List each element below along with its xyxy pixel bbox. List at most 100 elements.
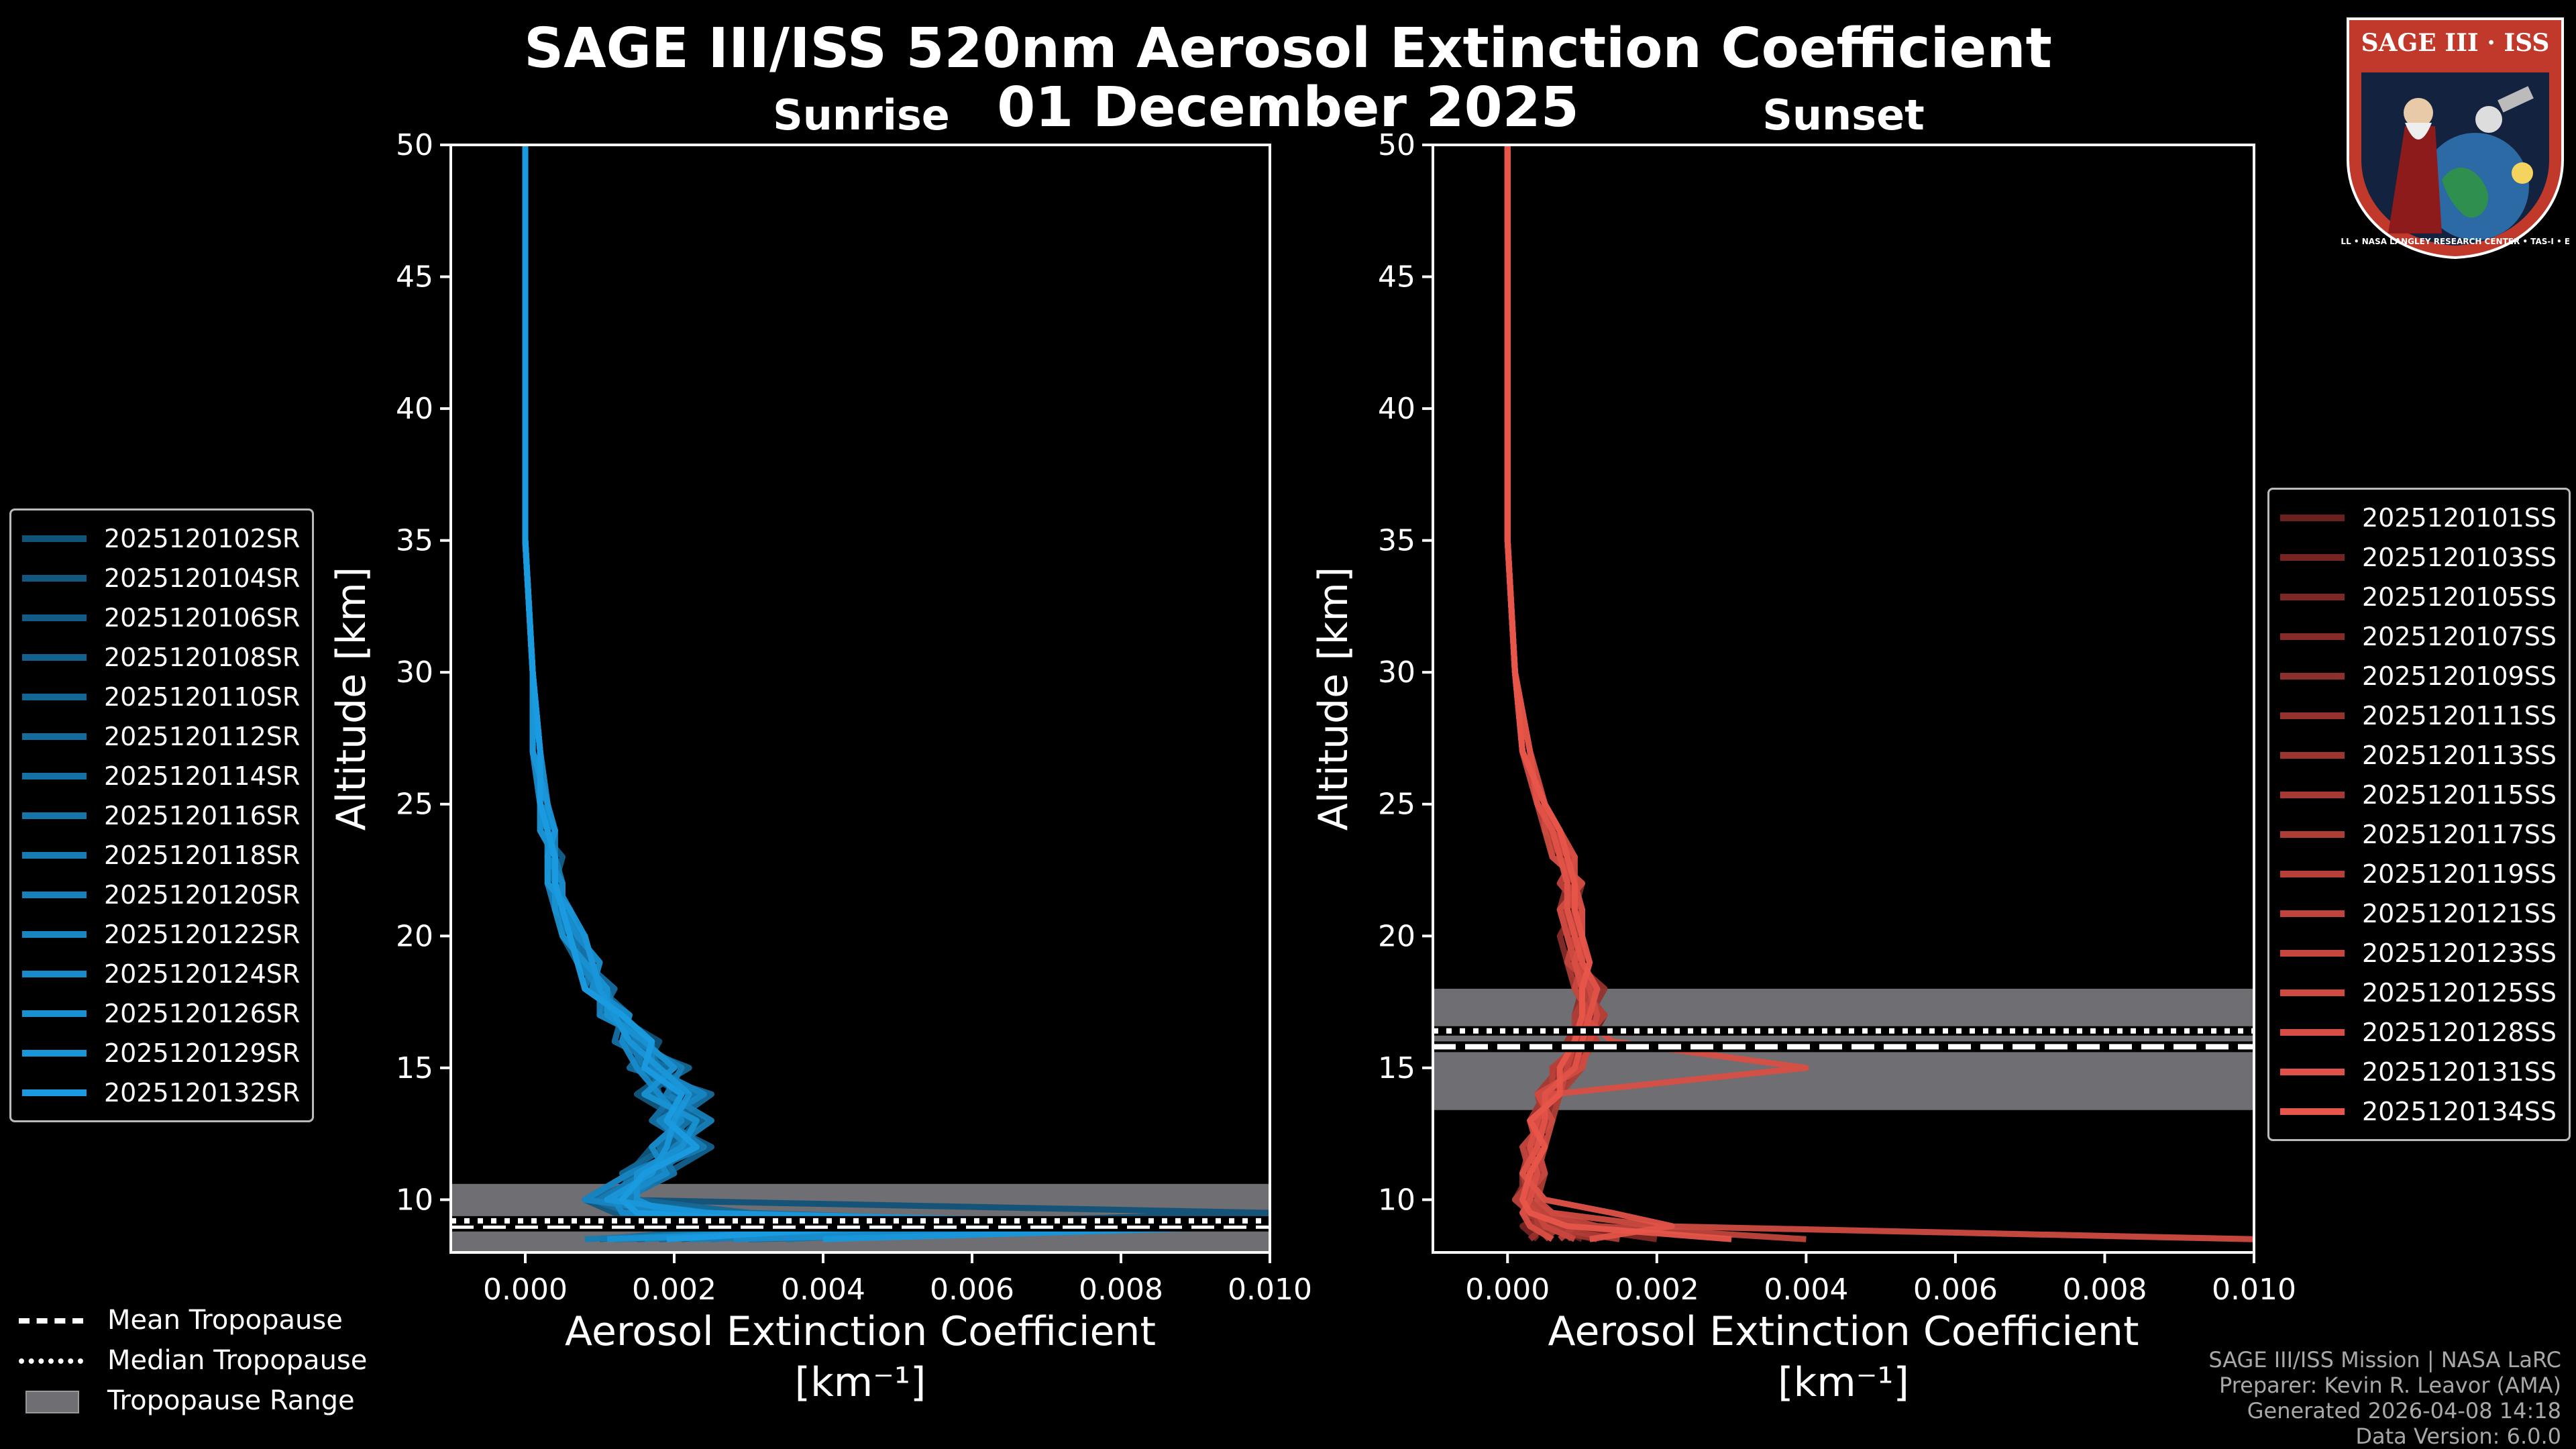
sunset-legend-label: 2025120113SS	[2362, 740, 2557, 770]
sunset-legend-item: 2025120113SS	[2269, 735, 2569, 775]
sunset-legend-swatch	[2280, 672, 2345, 680]
sunrise-legend-swatch	[22, 1049, 87, 1057]
sunrise-profile-2025120114SR	[522, 145, 1270, 1242]
sunset-legend-swatch	[2280, 1068, 2345, 1075]
sunset-legend-item: 2025120115SS	[2269, 775, 2569, 814]
sunrise-legend-item: 2025120132SR	[11, 1073, 312, 1112]
sunset-legend-item: 2025120119SS	[2269, 854, 2569, 894]
sunset-legend-item: 2025120123SS	[2269, 933, 2569, 973]
sunrise-legend-item: 2025120118SR	[11, 835, 312, 875]
sunrise-profile-2025120120SR	[522, 145, 1270, 1242]
sunset-plot-frame	[1432, 144, 2255, 1254]
sunset-xtick-label: 0.010	[2212, 1273, 2296, 1307]
sunrise-plot-frame	[449, 144, 1271, 1254]
sunrise-legend-swatch	[22, 653, 87, 661]
sunset-legend-swatch	[2280, 751, 2345, 759]
sunrise-legend-label: 2025120120SR	[104, 879, 301, 910]
sunrise-xtick-label: 0.010	[1228, 1273, 1312, 1307]
sunrise-legend-swatch	[22, 1010, 87, 1017]
tropopause-range-entry: Tropopause Range	[19, 1381, 367, 1421]
sunset-legend-label: 2025120125SS	[2362, 977, 2557, 1008]
credit-mission: SAGE III/ISS Mission | NASA LaRC	[2208, 1347, 2561, 1373]
sunrise-ytick-label: 15	[396, 1051, 433, 1085]
sunset-ytick-label: 25	[1378, 788, 1415, 822]
sunset-legend-item: 2025120121SS	[2269, 894, 2569, 933]
sunrise-xtick-label: 0.006	[930, 1273, 1014, 1307]
sunrise-legend-item: 2025120126SR	[11, 994, 312, 1033]
sunrise-ytick-label: 25	[396, 788, 433, 822]
sunset-ytick-label: 50	[1378, 128, 1415, 162]
sunrise-profile-2025120106SR	[522, 145, 1270, 1242]
sunrise-legend-label: 2025120104SR	[104, 563, 301, 593]
sunrise-legend-item: 2025120116SR	[11, 796, 312, 835]
sunrise-legend-item: 2025120122SR	[11, 914, 312, 954]
sunset-legend-item: 2025120117SS	[2269, 814, 2569, 854]
sunrise-ytick-label: 45	[396, 260, 433, 294]
sunrise-legend-swatch	[22, 693, 87, 700]
sunrise-legend-swatch	[22, 891, 87, 898]
tropopause-range-label: Tropopause Range	[107, 1385, 355, 1416]
sunset-legend-swatch	[2280, 910, 2345, 917]
sunrise-profile-2025120132SR	[522, 145, 886, 1242]
sunrise-ytick-label: 40	[396, 392, 433, 426]
sunset-legend-swatch	[2280, 593, 2345, 600]
median-tropopause-label: Median Tropopause	[107, 1345, 368, 1376]
sunset-yaxis-label: Altitude [km]	[1310, 567, 1357, 831]
sunset-legend-swatch	[2280, 553, 2345, 561]
median-tropopause-entry: Median Tropopause	[19, 1340, 367, 1381]
sunrise-legend: 2025120102SR 2025120104SR 2025120106SR 2025…	[9, 508, 315, 1122]
sunset-legend-item: 2025120125SS	[2269, 973, 2569, 1012]
sunrise-profile-2025120116SR	[522, 145, 1050, 1242]
sunset-legend-item: 2025120128SS	[2269, 1012, 2569, 1052]
sunrise-subtitle: Sunrise	[773, 91, 950, 140]
sunrise-legend-swatch	[22, 970, 87, 977]
credit-version: Data Version: 6.0.0	[2355, 1424, 2561, 1449]
sunset-legend-label: 2025120117SS	[2362, 819, 2557, 849]
sunset-legend-label: 2025120107SS	[2362, 621, 2557, 651]
tropopause-legend: Mean Tropopause Median Tropopause Tropop…	[19, 1300, 367, 1421]
sunset-legend-label: 2025120109SS	[2362, 661, 2557, 691]
sunset-legend-label: 2025120119SS	[2362, 859, 2557, 889]
sunset-legend-swatch	[2280, 1108, 2345, 1115]
sunrise-xtick-label: 0.004	[781, 1273, 865, 1307]
logo-title: SAGE III · ISS	[2361, 29, 2550, 57]
sunrise-xaxis-label: Aerosol Extinction Coefficient	[565, 1308, 1156, 1355]
sunrise-legend-item: 2025120104SR	[11, 558, 312, 598]
sunset-legend-swatch	[2280, 989, 2345, 996]
sunset-legend-label: 2025120111SS	[2362, 700, 2557, 731]
sunrise-legend-label: 2025120114SR	[104, 761, 301, 791]
sunset-legend-item: 2025120109SS	[2269, 656, 2569, 696]
sunset-ytick-label: 10	[1378, 1183, 1415, 1217]
sunset-legend-item: 2025120103SS	[2269, 537, 2569, 577]
sunset-legend-swatch	[2280, 791, 2345, 798]
sunrise-legend-item: 2025120120SR	[11, 875, 312, 914]
sunset-ytick-label: 15	[1378, 1051, 1415, 1085]
sunset-xaxis-label: Aerosol Extinction Coefficient	[1548, 1308, 2139, 1355]
sunrise-legend-swatch	[22, 812, 87, 819]
sunrise-legend-swatch	[22, 1089, 87, 1096]
sunset-legend-label: 2025120105SS	[2362, 582, 2557, 612]
sunset-xtick-label: 0.002	[1615, 1273, 1699, 1307]
sunset-legend-swatch	[2280, 633, 2345, 640]
sunrise-legend-label: 2025120116SR	[104, 800, 301, 830]
sunrise-yaxis-label: Altitude [km]	[328, 567, 375, 831]
sunset-legend-label: 2025120123SS	[2362, 938, 2557, 968]
sunrise-legend-swatch	[22, 772, 87, 780]
figure-date: 01 December 2025	[997, 76, 1579, 140]
sunset-subtitle: Sunset	[1762, 91, 1925, 140]
credit-preparer: Preparer: Kevin R. Leavor (AMA)	[2218, 1373, 2561, 1398]
sunrise-profile-2025120129SR	[522, 145, 1270, 1242]
logo-ring-text: BALL • NASA LANGLEY RESEARCH CENTER • TA…	[2341, 237, 2569, 246]
sunset-legend-item: 2025120105SS	[2269, 577, 2569, 616]
sunset-legend-swatch	[2280, 1028, 2345, 1036]
sunrise-xaxis-unit: [km⁻¹]	[795, 1359, 926, 1406]
sunrise-ytick-label: 10	[396, 1183, 433, 1217]
sunrise-legend-label: 2025120108SR	[104, 642, 301, 672]
mean-tropopause-label: Mean Tropopause	[107, 1305, 343, 1336]
sunset-legend-label: 2025120101SS	[2362, 502, 2557, 533]
sunrise-legend-item: 2025120114SR	[11, 756, 312, 796]
sunset-legend-swatch	[2280, 712, 2345, 719]
sunset-ytick-label: 20	[1378, 919, 1415, 953]
sunset-legend-item: 2025120101SS	[2269, 498, 2569, 537]
